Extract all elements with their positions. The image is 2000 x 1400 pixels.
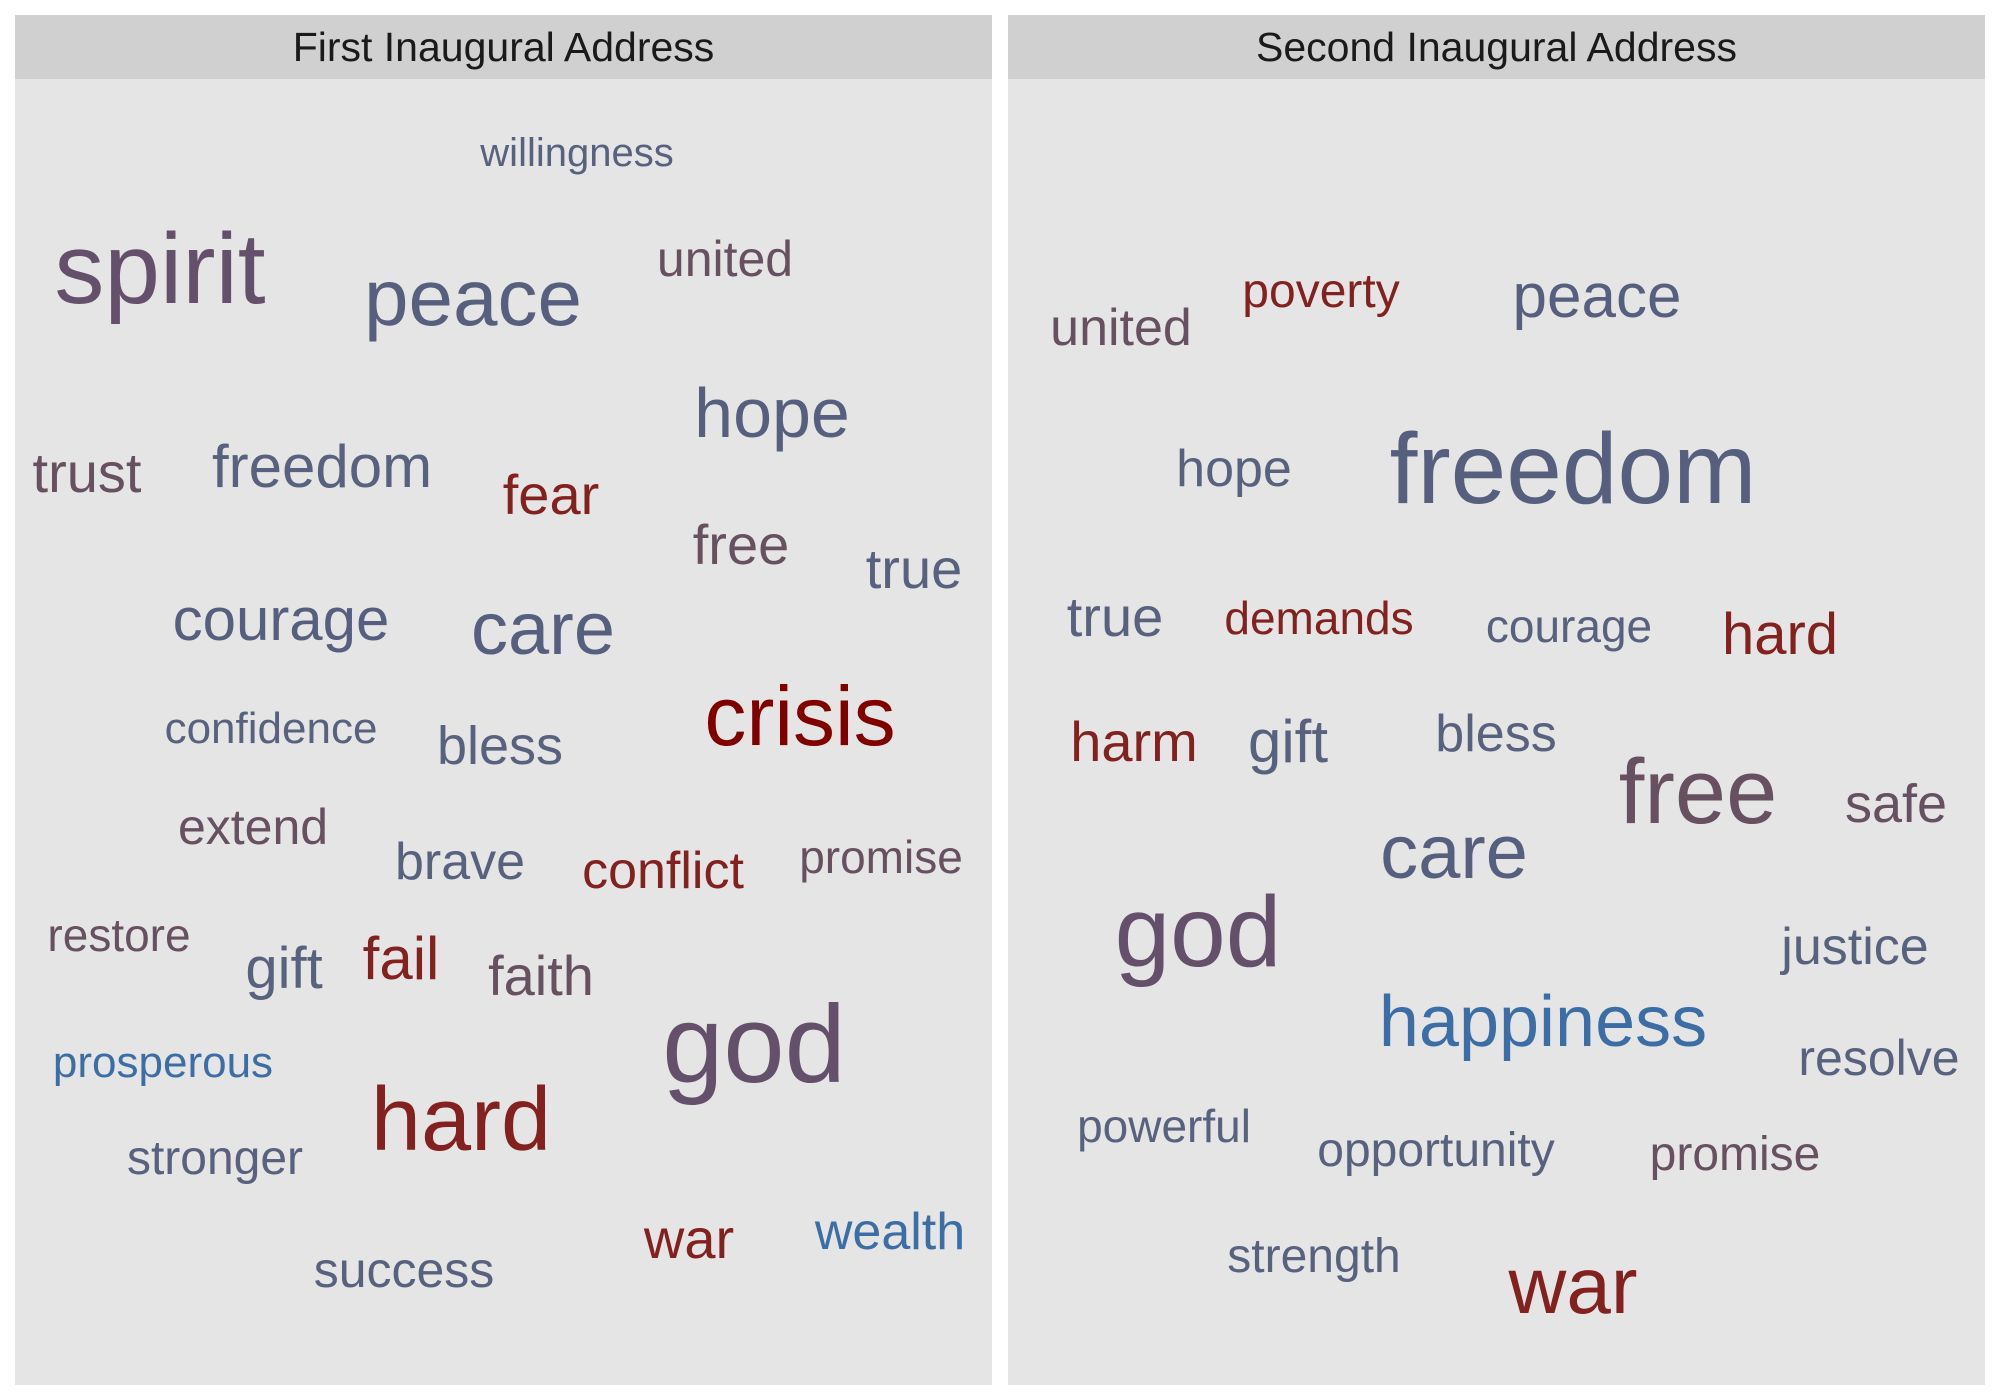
word-fear: fear [502, 463, 600, 526]
word-promise: promise [799, 831, 963, 883]
word-courage: courage [172, 586, 390, 653]
word-conflict: conflict [582, 842, 744, 900]
word-peace: peace [364, 253, 582, 342]
word-god: god [662, 983, 846, 1106]
word-safe: safe [1844, 774, 1948, 834]
word-powerful: powerful [1077, 1100, 1251, 1152]
word-freedom: freedom [1389, 413, 1757, 525]
word-hope: hope [1176, 440, 1292, 498]
word-true: true [1066, 585, 1164, 648]
word-hope: hope [694, 374, 850, 452]
word-willingness: willingness [480, 131, 674, 175]
word-harm: harm [1070, 710, 1198, 773]
panel-strip-title: Second Inaugural Address [1008, 15, 1985, 79]
word-success: success [313, 1242, 495, 1298]
word-brave: brave [394, 833, 526, 891]
word-gift: gift [1247, 708, 1329, 775]
word-promise: promise [1649, 1128, 1821, 1181]
word-bless: bless [1435, 705, 1557, 763]
word-gift: gift [245, 936, 323, 1001]
word-faith: faith [488, 944, 594, 1007]
word-cloud: poverty peace united hope freedom true demands… [1008, 79, 1985, 1385]
word-justice: justice [1781, 918, 1929, 976]
word-strength: strength [1227, 1230, 1401, 1283]
word-hard: hard [1721, 602, 1839, 667]
word-opportunity: opportunity [1317, 1124, 1555, 1177]
word-war: war [643, 1207, 735, 1270]
word-restore: restore [47, 909, 191, 961]
word-fail: fail [362, 925, 440, 992]
word-courage: courage [1485, 600, 1653, 652]
word-trust: trust [32, 441, 142, 504]
word-spirit: spirit [54, 213, 266, 325]
word-stronger: stronger [126, 1132, 304, 1185]
panel-first-inaugural: First Inaugural Address willingness spiri… [15, 15, 992, 1385]
word-bless: bless [436, 716, 564, 776]
word-care: care [471, 587, 615, 670]
word-true: true [865, 537, 963, 600]
word-freedom: freedom [211, 433, 433, 500]
word-resolve: resolve [1798, 1030, 1960, 1086]
word-peace: peace [1512, 262, 1682, 331]
word-cloud: willingness spirit peace united hope trust fre… [15, 79, 992, 1385]
word-crisis: crisis [704, 669, 896, 763]
word-united: united [1050, 299, 1192, 357]
word-happiness: happiness [1378, 982, 1708, 1062]
word-care: care [1380, 810, 1528, 895]
word-wealth: wealth [814, 1203, 966, 1261]
word-poverty: poverty [1242, 265, 1400, 318]
word-prosperous: prosperous [52, 1038, 274, 1087]
word-extend: extend [177, 799, 329, 855]
word-war: war [1508, 1241, 1638, 1330]
word-hard: hard [370, 1070, 552, 1170]
word-free: free [1618, 741, 1778, 843]
word-confidence: confidence [164, 704, 378, 753]
panel-second-inaugural: Second Inaugural Address poverty peace uni… [1008, 15, 1985, 1385]
panel-strip-title: First Inaugural Address [15, 15, 992, 79]
word-free: free [692, 513, 790, 576]
word-united: united [656, 231, 794, 287]
word-demands: demands [1224, 592, 1414, 644]
word-god: god [1114, 876, 1282, 988]
